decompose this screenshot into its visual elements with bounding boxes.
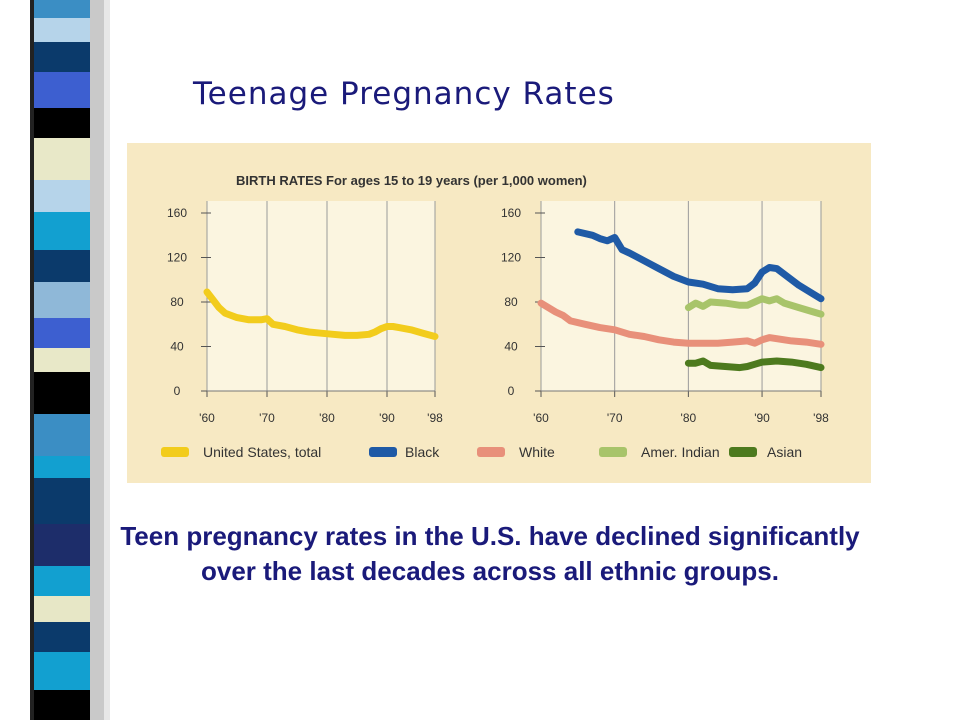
plot-area — [207, 201, 435, 391]
x-tick-label: '90 — [379, 411, 395, 425]
stripe-block — [34, 212, 90, 250]
stripe-block — [34, 18, 90, 42]
x-tick-label: '70 — [259, 411, 275, 425]
chart-title: BIRTH RATES For ages 15 to 19 years (per… — [236, 173, 587, 188]
y-tick-label: 40 — [504, 340, 518, 354]
legend-label: Asian — [767, 444, 802, 460]
series-line-asian — [684, 357, 825, 372]
chart-panel: BIRTH RATES For ages 15 to 19 years (per… — [127, 143, 871, 483]
y-tick-label: 80 — [504, 295, 518, 309]
stripe-shadow-soft — [104, 0, 110, 720]
stripe-block — [34, 622, 90, 652]
x-tick-label: '98 — [427, 411, 443, 425]
stripe-shadow — [90, 0, 104, 720]
series-line-black — [574, 228, 825, 303]
plot-1: '60 '70 '80 '90 '98 0 40 80 120 160 — [167, 201, 443, 425]
series-line-amer-indian — [684, 295, 825, 318]
legend-label: White — [519, 444, 555, 460]
y-tick-label: 0 — [174, 384, 181, 398]
stripe-block — [34, 524, 90, 566]
stripe-block — [34, 0, 90, 18]
series-line-white — [537, 299, 825, 348]
decorative-stripe — [0, 0, 110, 720]
y-tick-label: 40 — [170, 340, 184, 354]
x-tick-label: '60 — [199, 411, 215, 425]
y-tick-label: 160 — [501, 206, 521, 220]
y-tick-label: 0 — [508, 384, 515, 398]
y-tick-label: 120 — [167, 251, 187, 265]
x-tick-label: '98 — [813, 411, 829, 425]
stripe-block — [34, 566, 90, 596]
stripe-block — [34, 72, 90, 108]
slide-caption: Teen pregnancy rates in the U.S. have de… — [120, 521, 860, 586]
stripe-block — [34, 318, 90, 348]
plot-2: '60 '70 '80 '90 '98 0 40 80 120 160 — [501, 201, 829, 425]
stripe-block — [34, 42, 90, 72]
stripe-block — [34, 414, 90, 456]
stripe-block — [34, 478, 90, 524]
legend: United States, total Black White Amer. Indi… — [161, 444, 802, 460]
stripe-block — [34, 282, 90, 318]
y-tick-label: 120 — [501, 251, 521, 265]
slide-title: Teenage Pregnancy Rates — [193, 76, 615, 112]
legend-swatch — [161, 447, 189, 457]
stripe-block — [34, 108, 90, 138]
legend-swatch — [477, 447, 505, 457]
series-line-united-states-total — [203, 288, 439, 340]
legend-label: United States, total — [203, 444, 321, 460]
legend-label: Amer. Indian — [641, 444, 720, 460]
stripe-block — [34, 652, 90, 690]
x-tick-label: '80 — [681, 411, 697, 425]
legend-label: Black — [405, 444, 440, 460]
stripe-block — [34, 250, 90, 282]
stripe-edge — [30, 0, 34, 720]
y-tick-label: 160 — [167, 206, 187, 220]
legend-swatch — [729, 447, 757, 457]
x-tick-label: '80 — [319, 411, 335, 425]
stripe-block — [34, 180, 90, 212]
x-tick-label: '60 — [533, 411, 549, 425]
x-tick-label: '90 — [754, 411, 770, 425]
stripe-block — [34, 596, 90, 622]
legend-swatch — [599, 447, 627, 457]
stripe-block — [34, 138, 90, 180]
stripe-block — [34, 372, 90, 414]
stripe-block — [34, 348, 90, 372]
legend-swatch — [369, 447, 397, 457]
birth-rates-chart: BIRTH RATES For ages 15 to 19 years (per… — [161, 173, 829, 460]
x-tick-label: '70 — [607, 411, 623, 425]
stripe-block — [34, 456, 90, 478]
y-tick-label: 80 — [170, 295, 184, 309]
stripe-block — [34, 690, 90, 720]
